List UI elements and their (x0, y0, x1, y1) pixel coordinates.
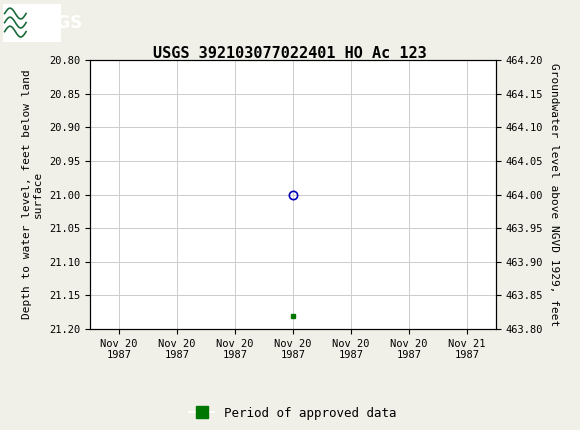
Legend: Period of approved data: Period of approved data (184, 402, 401, 425)
Y-axis label: Depth to water level, feet below land
surface: Depth to water level, feet below land su… (22, 70, 44, 319)
FancyBboxPatch shape (3, 3, 61, 42)
Text: USGS: USGS (32, 14, 83, 31)
Y-axis label: Groundwater level above NGVD 1929, feet: Groundwater level above NGVD 1929, feet (549, 63, 559, 326)
Text: USGS 392103077022401 HO Ac 123: USGS 392103077022401 HO Ac 123 (153, 46, 427, 61)
